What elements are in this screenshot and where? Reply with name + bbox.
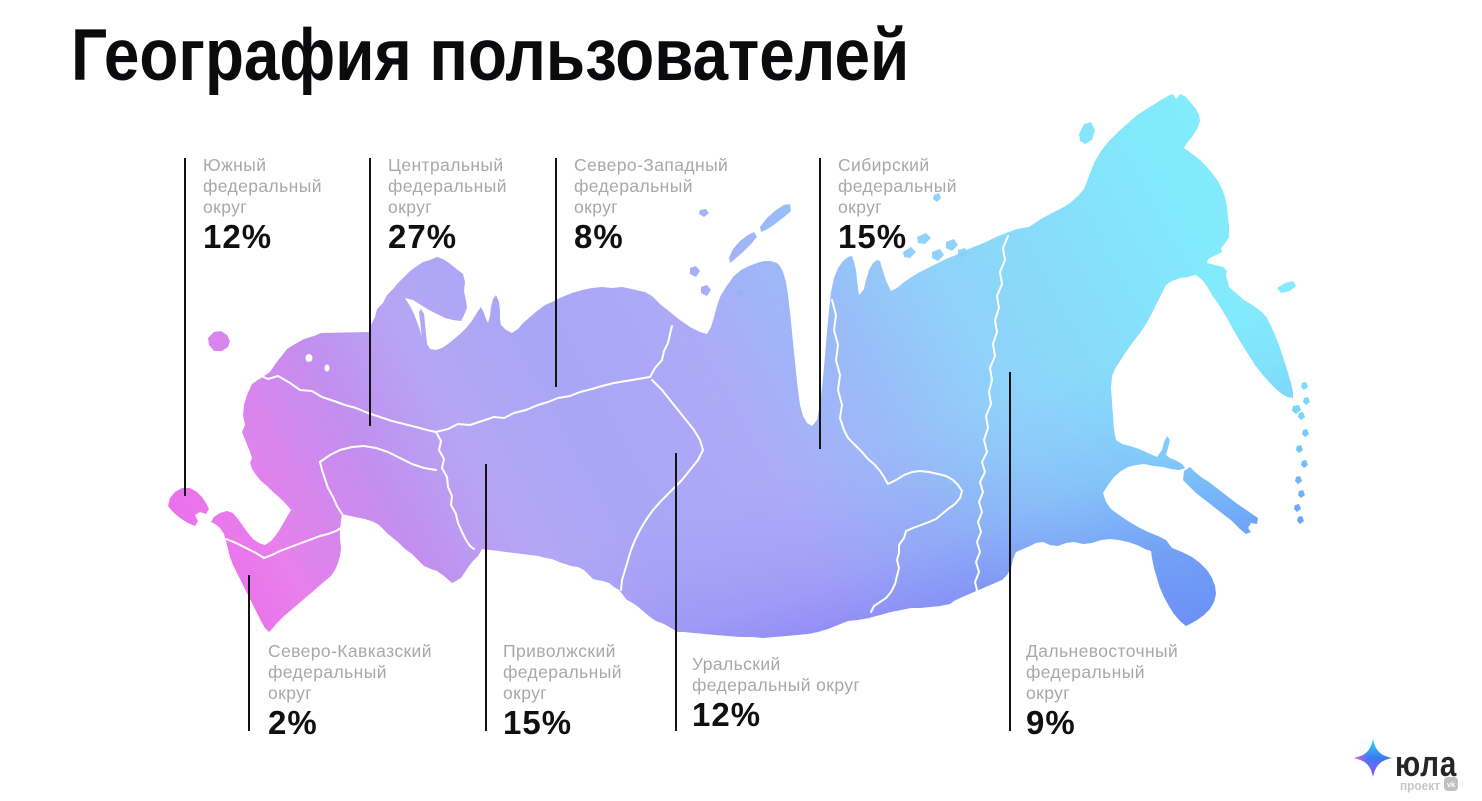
- svg-text:vk: vk: [1447, 780, 1456, 789]
